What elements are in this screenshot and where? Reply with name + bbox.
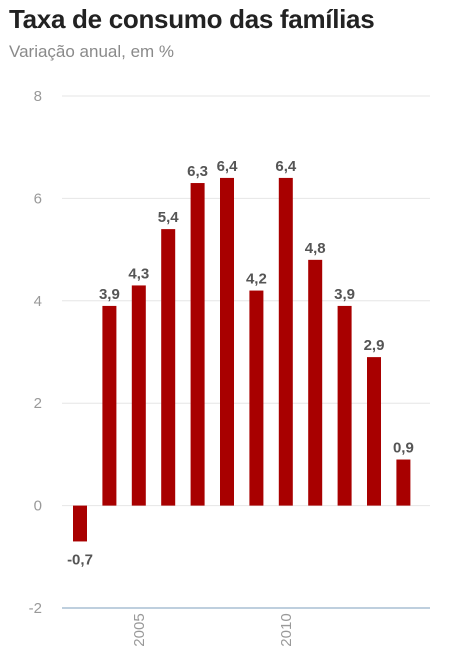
data-label-2009: 4,2 — [246, 271, 267, 288]
y-axis-ticks: -2 0 2 4 6 8 — [29, 88, 42, 617]
chart-subtitle: Variação anual, em % — [9, 42, 175, 61]
gridlines — [62, 95, 430, 609]
bar-2008 — [220, 177, 234, 506]
data-label-2003: -0,7 — [67, 551, 93, 568]
data-label-2010: 6,4 — [275, 158, 297, 175]
bar-2003 — [73, 505, 87, 542]
data-label-2007: 6,3 — [187, 163, 208, 180]
data-label-2008: 6,4 — [217, 158, 239, 175]
y-tick-label: 0 — [34, 498, 42, 515]
data-label-2004: 3,9 — [99, 286, 120, 303]
bar-2005 — [131, 285, 146, 506]
data-label-2011: 4,8 — [305, 240, 326, 257]
bar-2013 — [367, 357, 381, 506]
data-label-2013: 2,9 — [364, 337, 385, 354]
x-tick-label: 2005 — [131, 613, 148, 646]
bar-2004 — [102, 305, 117, 506]
y-tick-label: 8 — [34, 88, 42, 105]
bars — [73, 177, 411, 542]
y-tick-label: 4 — [34, 293, 42, 310]
bar-2014 — [396, 459, 411, 506]
bar-2011 — [308, 259, 323, 506]
y-tick-label: -2 — [29, 600, 42, 617]
bar-2009 — [249, 290, 264, 506]
bar-2007 — [190, 183, 205, 506]
x-axis-ticks: 2005 2010 — [131, 613, 295, 646]
bar-2006 — [161, 229, 176, 506]
x-tick-label: 2010 — [278, 613, 295, 646]
bar-2010 — [278, 177, 293, 506]
chart-title: Taxa de consumo das famílias — [9, 4, 375, 34]
bar-2012 — [337, 305, 352, 506]
data-labels: -0,7 3,9 4,3 5,4 6,3 6,4 4,2 6,4 4,8 3,9 2,9 0,9 — [67, 158, 414, 569]
data-label-2012: 3,9 — [334, 286, 355, 303]
y-tick-label: 6 — [34, 190, 42, 207]
data-label-2014: 0,9 — [393, 440, 414, 457]
y-tick-label: 2 — [34, 395, 42, 412]
data-label-2006: 5,4 — [158, 209, 180, 226]
data-label-2005: 4,3 — [128, 265, 149, 282]
